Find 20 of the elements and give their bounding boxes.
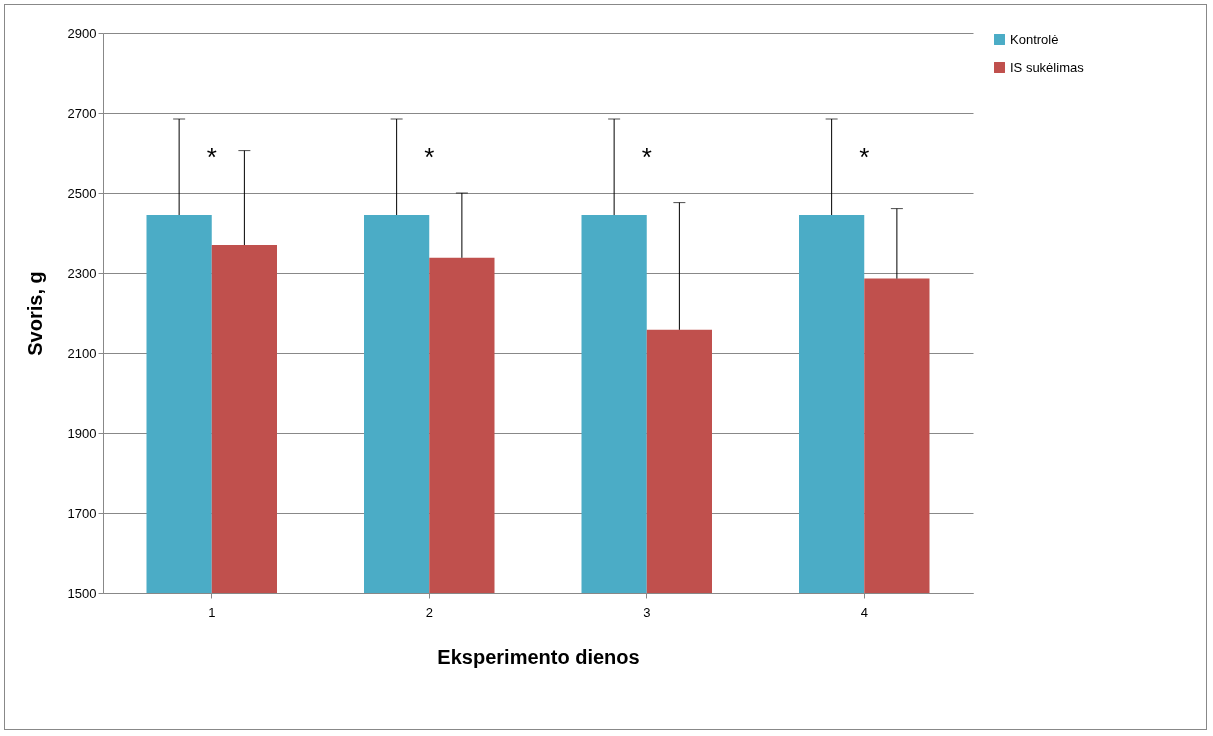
annotation: * [641, 142, 652, 172]
x-tick-label: 3 [643, 604, 651, 620]
x-axis-title: Eksperimento dienos [437, 645, 640, 668]
legend-label: IS sukėlimas [1010, 59, 1085, 75]
y-tick-label: 1500 [67, 585, 97, 601]
y-tick-label: 2500 [67, 185, 97, 201]
y-tick-label: 2300 [67, 265, 97, 281]
y-tick-label: 2900 [67, 25, 97, 41]
y-tick-label: 2700 [67, 105, 97, 121]
x-tick-label: 2 [425, 604, 433, 620]
annotation: * [859, 142, 870, 172]
legend-label: Kontrolė [1010, 31, 1059, 47]
y-axis-title: Svoris, g [23, 271, 46, 356]
y-tick-label: 2100 [67, 345, 97, 361]
y-tick-label: 1700 [67, 505, 97, 521]
x-tick-label: 1 [208, 604, 216, 620]
annotation: * [206, 142, 217, 172]
annotation: * [424, 142, 435, 172]
x-tick-label: 4 [860, 604, 868, 620]
y-tick-label: 1900 [67, 425, 97, 441]
